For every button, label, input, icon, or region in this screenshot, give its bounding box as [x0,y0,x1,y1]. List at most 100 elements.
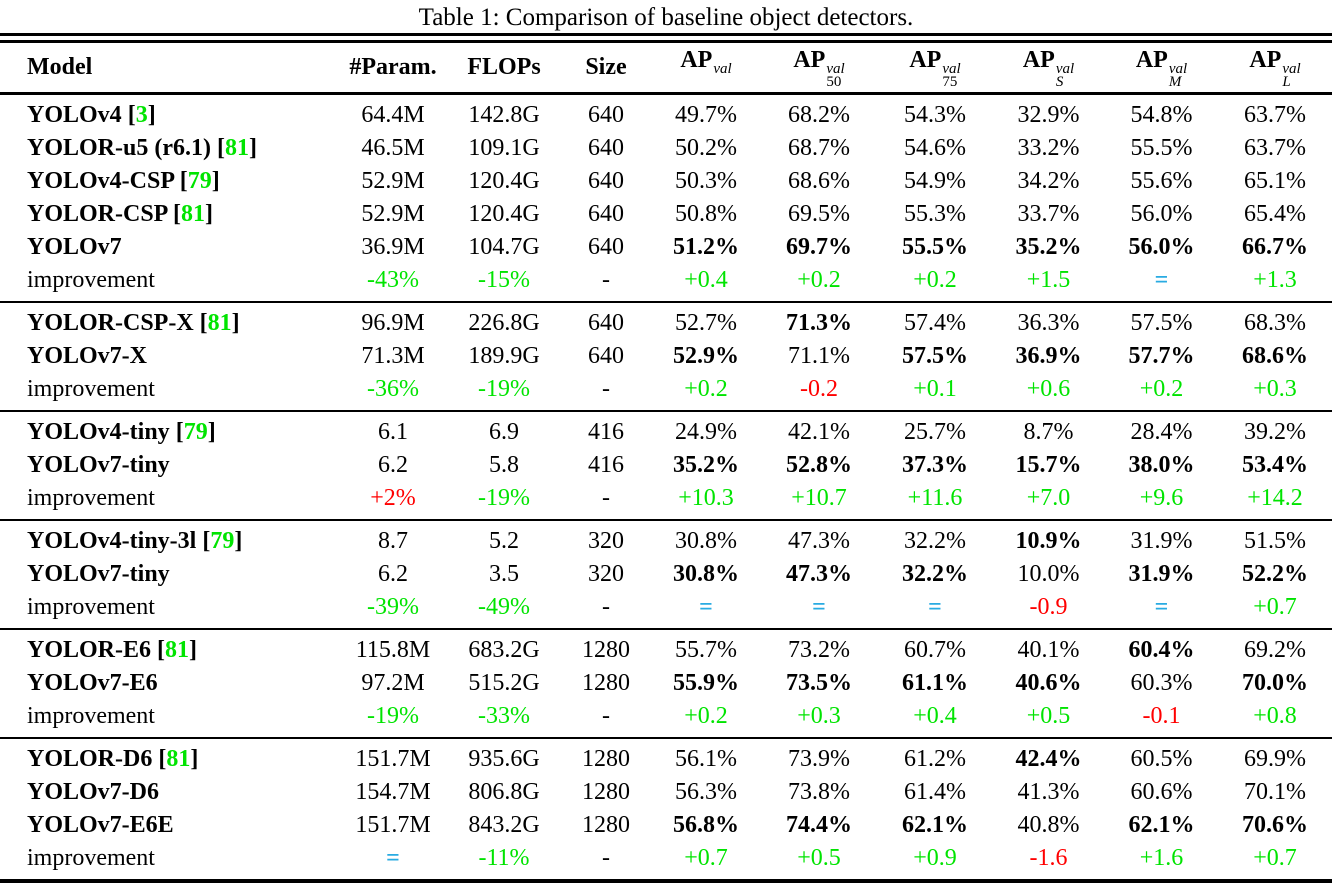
cell-ap: 50.2% [675,135,737,161]
model-row: YOLOv7-tiny 6.2 5.8 416 35.2% 52.8% 37.3% 15.7%… [0,449,1332,482]
citation-link[interactable]: 81 [181,201,206,227]
model-name-text: YOLOv7-D6 [27,779,159,805]
cell-ap_s: 36.9% [1015,343,1082,369]
cell-ap_m: 31.9% [1130,528,1193,554]
cell-ap: 56.3% [675,779,737,805]
model-name-text: YOLOR-D6 [27,746,153,772]
cell-ap_l: 53.4% [1242,452,1308,478]
cell-ap50: 74.4% [786,812,852,838]
cell-ap75: 54.9% [904,168,966,194]
cell-ap50: 73.5% [786,670,852,696]
cell-size: 640 [588,135,624,161]
cell-params: -36% [367,376,419,402]
cell-flops: 109.1G [468,135,540,161]
cell-ap_s: -1.6 [1029,845,1068,871]
cell-ap75: 25.7% [904,419,966,445]
improvement-row: improvement -43% -15% - +0.4 +0.2 +0.2 +1.5 = +1.… [0,264,1332,302]
col-header-ap: AP val [680,46,732,77]
cell-ap_l: +0.3 [1253,376,1297,402]
model-name-text: YOLOv7-X [27,343,147,369]
cell-ap50: 69.5% [788,201,850,227]
cell-ap: 30.8% [673,561,739,587]
model-row: YOLOR-E6 [81] 115.8M 683.2G 1280 55.7% 73.2% 6… [0,629,1332,667]
cell-params: 36.9M [361,234,425,260]
cell-ap_m: 28.4% [1130,419,1193,445]
cell-params: -43% [367,267,419,293]
citation-link[interactable]: 79 [187,168,212,194]
cell-ap_s: +1.5 [1026,267,1071,293]
cell-ap_m: 60.4% [1128,637,1195,663]
cell-ap: +0.2 [684,376,728,402]
cell-ap: +10.3 [678,485,734,511]
citation-link[interactable]: 3 [135,102,148,128]
cell-ap_s: 40.6% [1015,670,1082,696]
cell-ap50: 71.3% [786,310,852,336]
table-caption: Table 1: Comparison of baseline object d… [418,4,914,31]
cell-ap_s: 33.2% [1017,135,1080,161]
model-row: YOLOv4-CSP [79] 52.9M 120.4G 640 50.3% 68.6% 5… [0,165,1332,198]
cell-ap_s: 32.9% [1017,102,1080,128]
model-name: YOLOR-E6 [81] [0,629,338,667]
cell-ap_s: +7.0 [1026,485,1071,511]
cell-size: - [602,485,610,511]
cell-ap_s: 34.2% [1017,168,1080,194]
cell-size: - [602,703,610,729]
model-row: YOLOv7-D6 154.7M 806.8G 1280 56.3% 73.8% 61.4%… [0,776,1332,809]
improvement-row: improvement -36% -19% - +0.2 -0.2 +0.1 +0.6 +0.2… [0,373,1332,411]
cell-ap50: 71.1% [788,343,850,369]
cell-params: 151.7M [355,812,431,838]
cell-ap: 30.8% [675,528,737,554]
citation-link[interactable]: 79 [210,528,235,554]
model-name: YOLOv7-E6E [0,809,338,842]
cell-ap50: 47.3% [786,561,852,587]
citation-link[interactable]: 81 [224,135,249,161]
cell-ap: 51.2% [673,234,739,260]
cell-ap_l: +1.3 [1253,267,1297,293]
citation-link[interactable]: 81 [166,746,191,772]
cell-size: 640 [588,201,624,227]
cell-params: 6.1 [378,419,408,445]
cell-ap50: 42.1% [788,419,850,445]
col-header-ap_l: AP val L [1249,46,1301,90]
cell-ap: 50.8% [675,201,737,227]
citation-link[interactable]: 81 [207,310,232,336]
col-header-ap_m: AP val M [1135,46,1188,90]
cell-ap75: 62.1% [902,812,968,838]
cell-ap_l: 65.4% [1244,201,1306,227]
citation-brackets: [81] [210,135,257,161]
cell-params: 96.9M [361,310,425,336]
citation-link[interactable]: 79 [183,419,208,445]
model-name: YOLOv7-tiny [0,449,338,482]
cell-ap_m: -0.1 [1142,703,1181,729]
col-header-ap75: AP val 75 [909,46,961,90]
cell-ap_s: 15.7% [1015,452,1082,478]
citation-brackets: [3] [121,102,156,128]
cell-ap_m: 38.0% [1128,452,1195,478]
cell-ap75: 32.2% [904,528,966,554]
cell-ap50: 73.9% [788,746,850,772]
row-group-2: YOLOR-CSP-X [81] 96.9M 226.8G 640 52.7% 71.3%… [0,302,1332,411]
cell-ap_s: 33.7% [1017,201,1080,227]
cell-size: 320 [588,528,624,554]
cell-ap_l: 69.9% [1244,746,1306,772]
cell-ap_s: 8.7% [1023,419,1074,445]
citation-link[interactable]: 81 [165,637,190,663]
cell-params: 6.2 [378,452,408,478]
improvement-row: improvement = -11% - +0.7 +0.5 +0.9 -1.6 +1.6 +0.… [0,842,1332,881]
cell-flops: -19% [478,376,530,402]
cell-ap_l: 70.6% [1242,812,1308,838]
model-row: YOLOv7-X 71.3M 189.9G 640 52.9% 71.1% 57.5% 36.… [0,340,1332,373]
cell-ap_l: +0.7 [1253,845,1297,871]
cell-size: - [602,845,610,871]
cell-ap75: +0.9 [913,845,957,871]
cell-size: 1280 [582,670,630,696]
cell-ap75: = [928,594,942,620]
cell-ap_m: 62.1% [1128,812,1195,838]
cell-flops: 5.2 [489,528,519,554]
cell-ap75: +0.4 [913,703,957,729]
cell-ap_s: +0.5 [1026,703,1071,729]
cell-flops: -33% [478,703,530,729]
cell-flops: 120.4G [468,168,540,194]
improvement-label: improvement [27,485,155,511]
cell-ap: 55.9% [673,670,739,696]
